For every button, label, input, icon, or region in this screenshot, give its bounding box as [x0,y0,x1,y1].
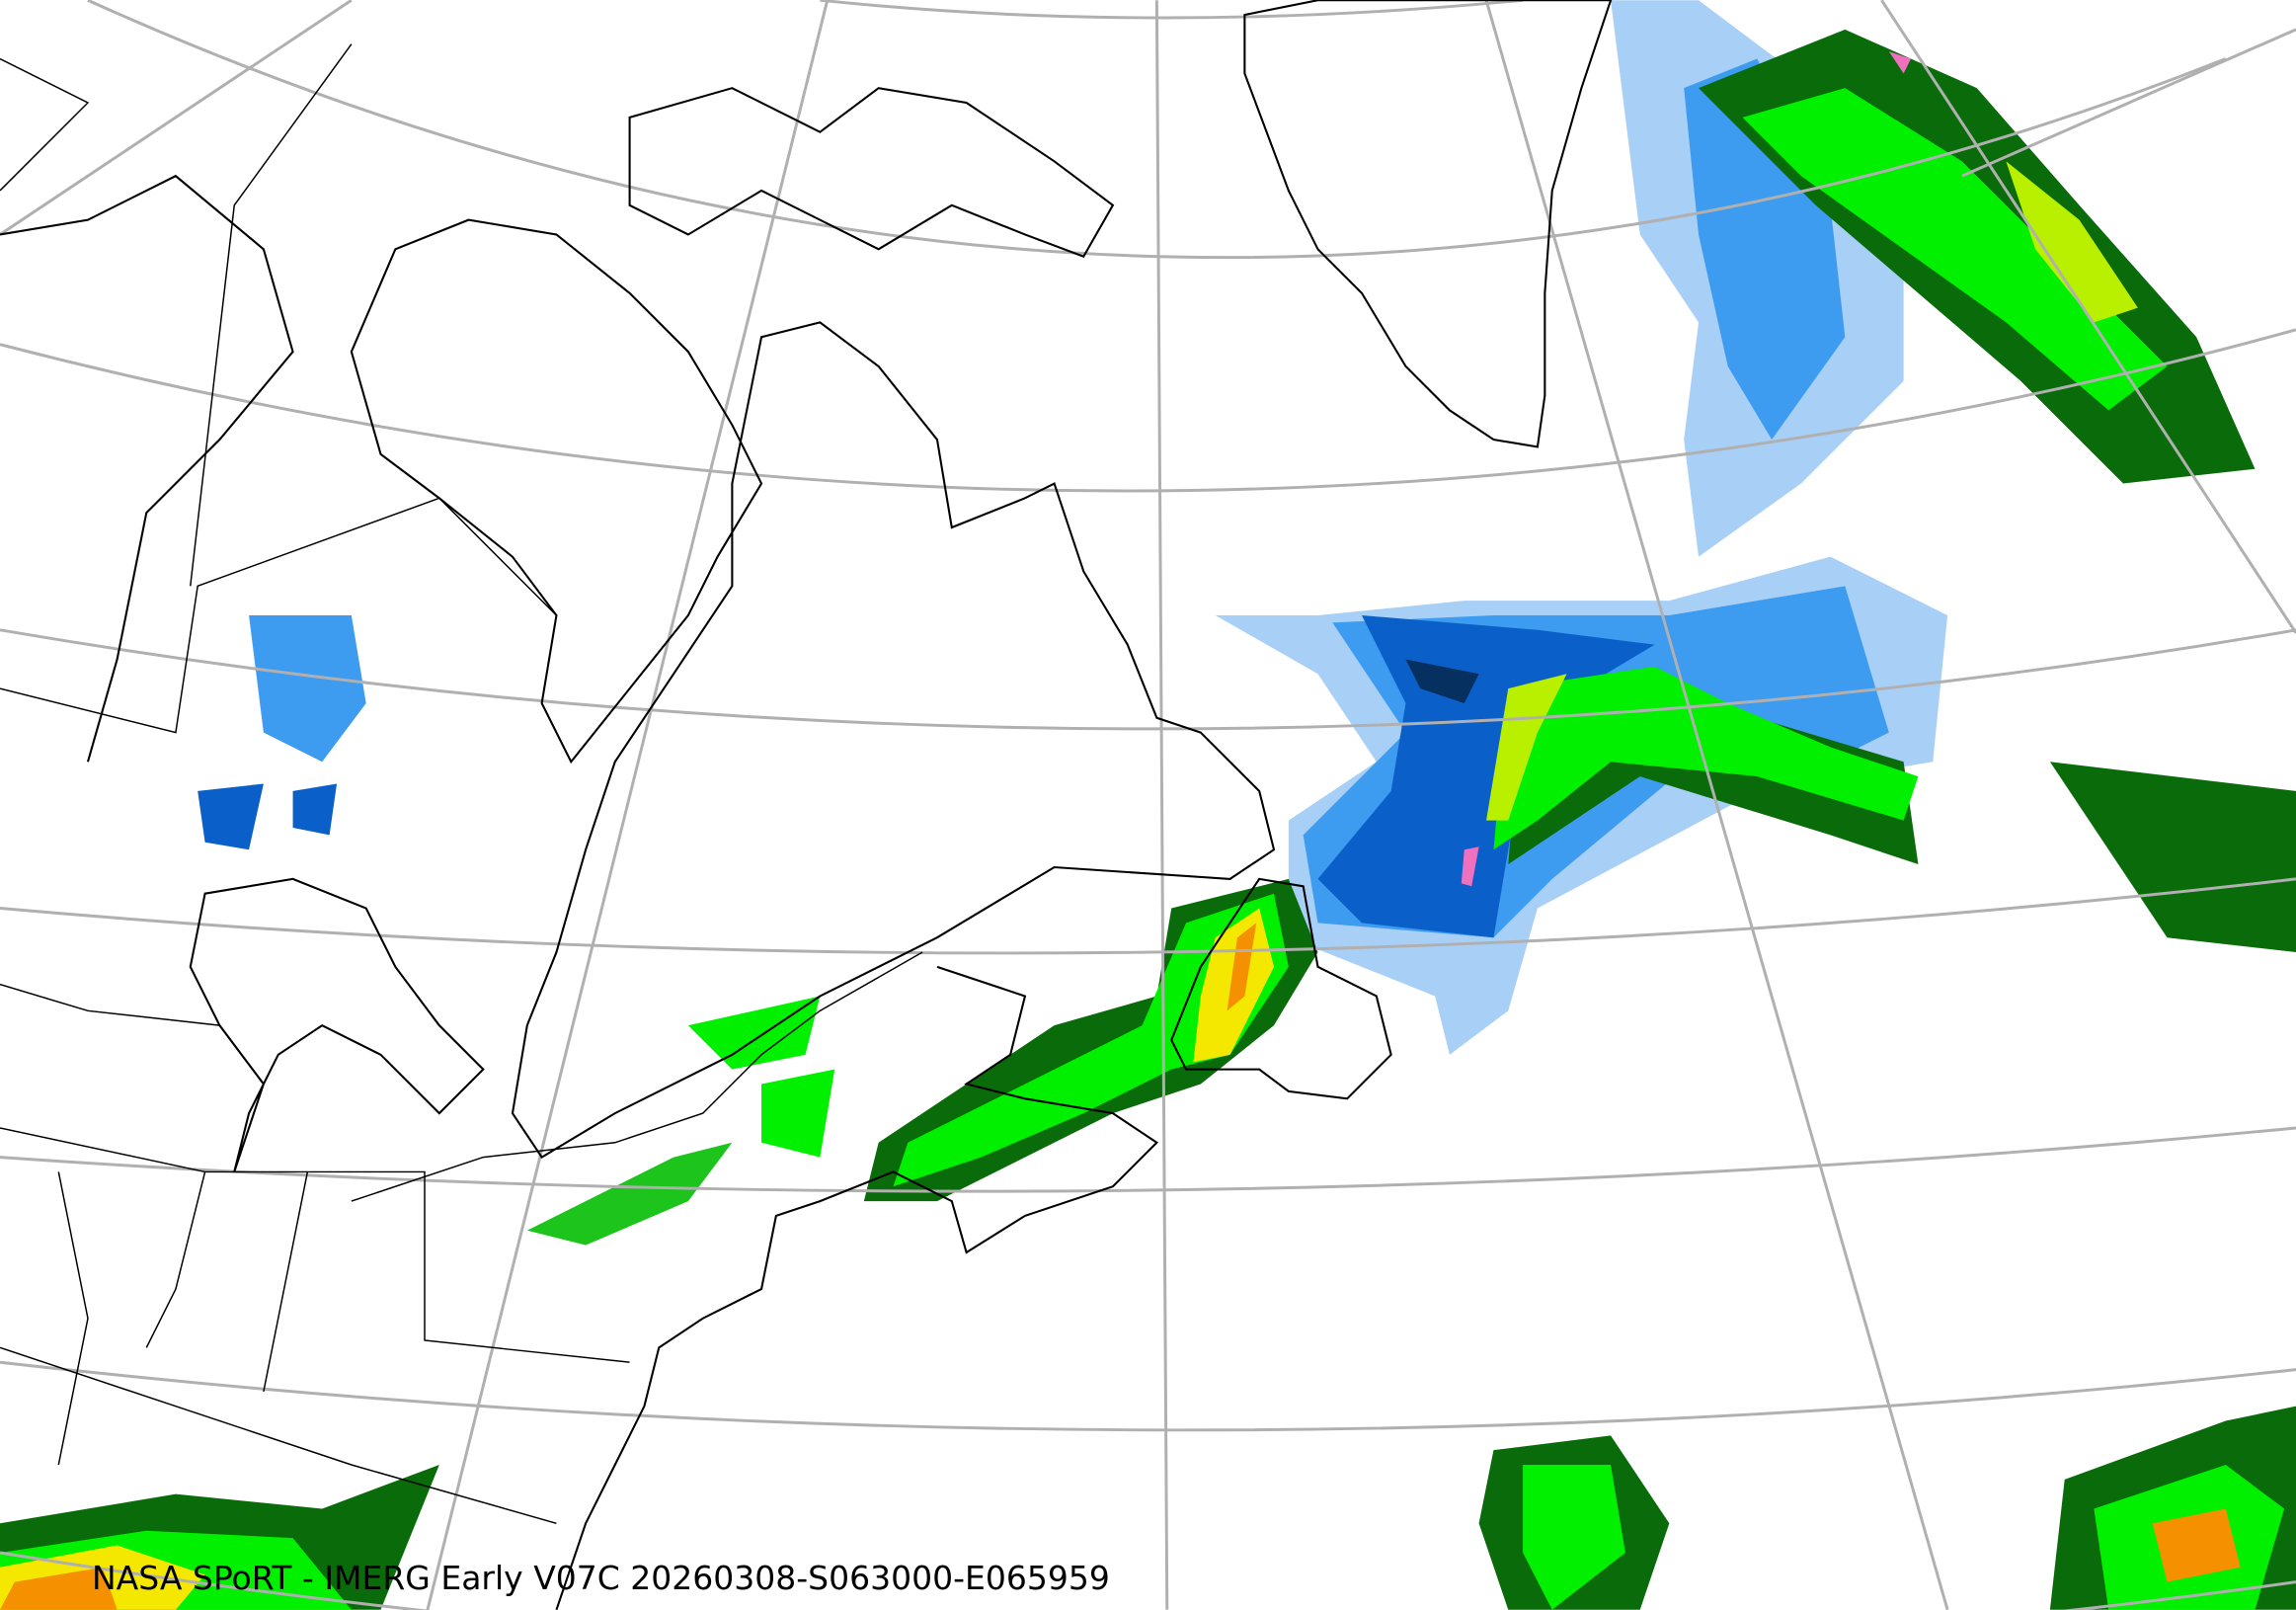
precip-mid-blue-area [249,614,366,763]
latitude-line [0,628,2296,731]
latitude-line [0,1360,2296,1432]
state-borders [0,1127,630,1525]
province-borders [0,43,557,734]
precip-bright-green-area [761,1069,835,1158]
coastline-great-lakes [189,877,485,1172]
longitude-line [1961,28,2296,178]
longitude-line [1154,0,1169,1610]
latitude-line [0,1551,2296,1610]
precip-blue-area [198,783,264,850]
coastline-west [0,174,294,763]
coastline-labrador [511,321,1276,1160]
precip-orange-area [2152,1508,2241,1582]
latitude-line [0,328,2296,493]
border-us-canada [0,951,923,1202]
longitude-line [1484,0,1949,1610]
latitude-line [820,0,1524,20]
precip-bright-green-area [893,893,1289,1187]
coastline-baffin [628,87,1115,258]
precip-yellow-green-area [1486,674,1567,821]
coastline-maritimes [555,965,1159,1610]
precip-orange-area [1227,923,1257,1011]
precip-bright-green-area [687,996,821,1070]
latitude-line [0,1126,2296,1193]
precip-dark-blue-area [1405,659,1479,703]
precip-pink-area [1461,846,1479,887]
precip-bright-green-area [1742,88,2168,411]
precip-dark-green-area [2049,762,2296,953]
longitude-line [1880,0,2296,634]
precip-orange-area [0,1567,118,1610]
precip-bright-green-area [1523,1464,1625,1610]
precip-pink-area [1888,51,1912,74]
longitude-line [426,0,830,1610]
coastline-greenland [1243,0,1613,448]
coastline-newfoundland [1170,877,1392,1100]
latitude-line [87,0,2227,260]
latitude-line [0,877,2296,955]
precip-yellow-green-area [2006,161,2138,323]
coastlines-and-borders [0,0,1613,1610]
coastline-hudson-bay [350,218,763,765]
longitude-line [0,0,353,236]
precip-blue-area [292,783,338,836]
map-caption: NASA SPoRT - IMERG Early V07C 20260308-S… [92,1559,1110,1597]
precip-green-area [526,1142,733,1246]
